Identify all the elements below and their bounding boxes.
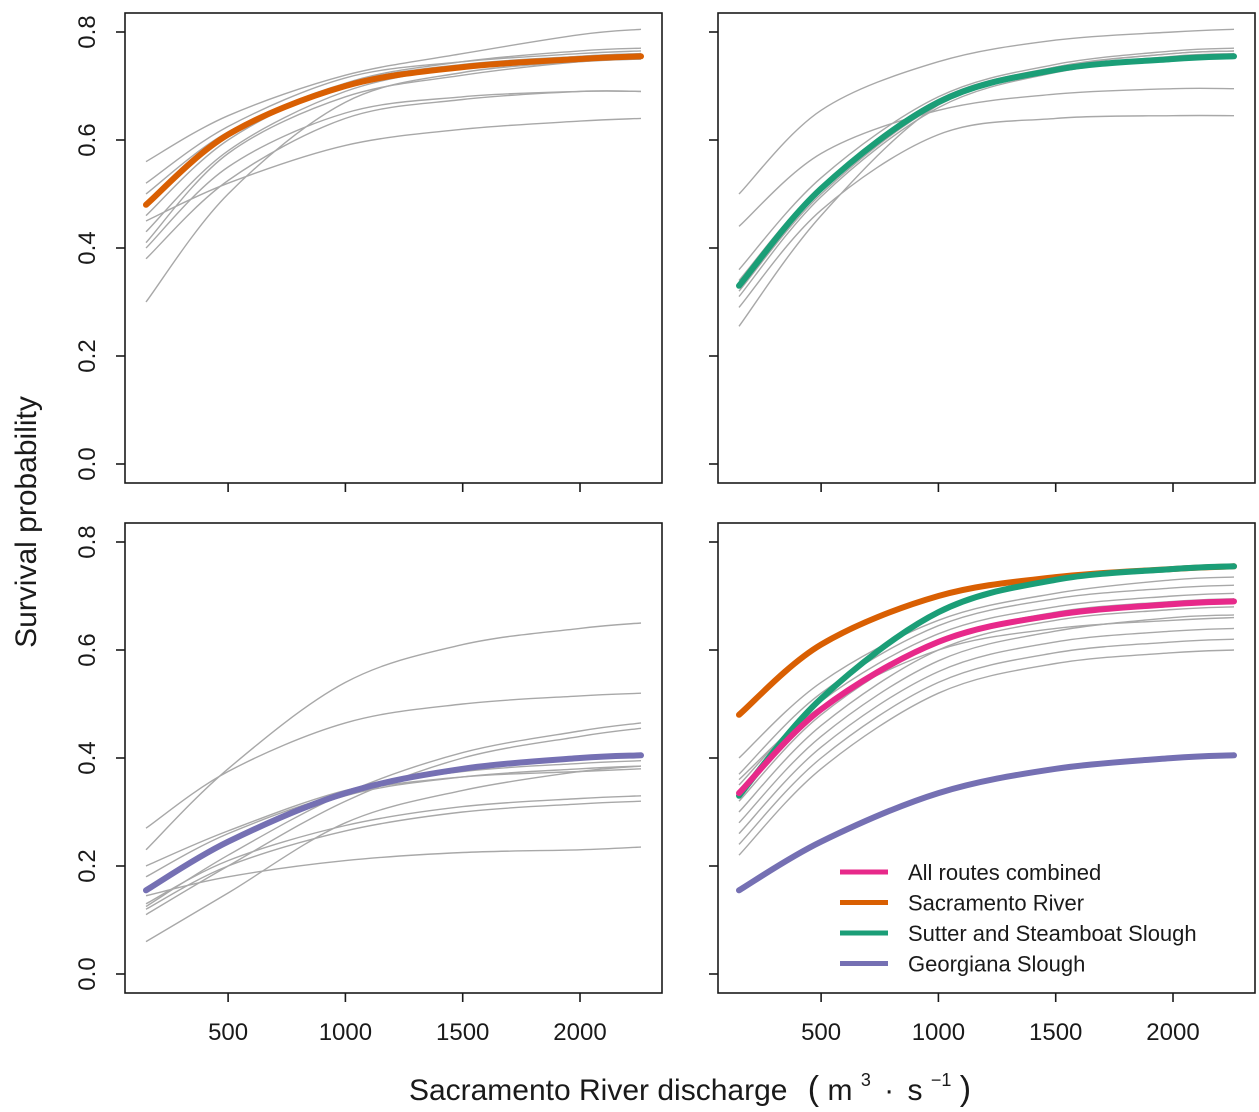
y-tick-label: 0.0 <box>74 447 101 480</box>
y-tick-label: 0.6 <box>74 123 101 156</box>
individual-curve <box>145 47 642 217</box>
x-tick-label: 500 <box>208 1019 248 1046</box>
individual-curve <box>738 638 1235 845</box>
y-tick-label: 0.6 <box>74 633 101 666</box>
individual-curve <box>738 614 1235 824</box>
panel-bottom-left: 0.0 0.2 0.4 0.6 0.8 500 1000 1500 2000 <box>74 522 663 1046</box>
y-tick-label: 0.8 <box>74 15 101 48</box>
panel-frame <box>124 12 663 484</box>
individual-curve <box>145 846 642 897</box>
x-axis-label: Sacramento River discharge ( m 3 · s −1 … <box>409 1060 971 1108</box>
panel-top-left: 0.0 0.2 0.4 0.6 0.8 <box>74 12 663 492</box>
series-line-georgiana-slough <box>143 752 644 894</box>
series-line-sacramento-river <box>143 53 644 208</box>
x-axis-label-paren-close: ) <box>960 1070 971 1108</box>
individual-curve <box>145 117 642 222</box>
x-tick-label: 500 <box>801 1019 841 1046</box>
y-tick-label: 0.4 <box>74 231 101 264</box>
x-tick-label: 1000 <box>319 1019 372 1046</box>
legend: All routes combined Sacramento River Sutte… <box>840 860 1197 977</box>
series-line-georgiana-slough <box>736 752 1237 894</box>
individual-curve <box>145 795 642 905</box>
individual-curve <box>145 800 642 910</box>
x-tick-label: 1000 <box>912 1019 965 1046</box>
legend-label: Sutter and Steamboat Slough <box>908 921 1197 946</box>
individual-curve <box>738 87 1235 227</box>
y-tick-label: 0.2 <box>74 849 101 882</box>
individual-curve <box>145 90 642 260</box>
series-line-sutter-and-steamboat-slough <box>736 53 1237 289</box>
individual-curve <box>145 58 642 244</box>
x-axis-label-unit-m: m <box>827 1074 852 1107</box>
x-axis-label-unit-exp2: −1 <box>931 1070 952 1090</box>
y-tick-label: 0.8 <box>74 525 101 558</box>
x-tick-label: 2000 <box>553 1019 606 1046</box>
x-tick-label: 2000 <box>1146 1019 1199 1046</box>
x-axis-label-paren-open: ( <box>808 1070 820 1108</box>
individual-curve <box>738 649 1235 856</box>
legend-label: Sacramento River <box>908 891 1084 916</box>
y-tick-label: 0.2 <box>74 339 101 372</box>
panel-top-right <box>709 12 1256 492</box>
legend-label: Georgiana Slough <box>908 952 1085 977</box>
individual-curve <box>145 90 642 249</box>
series-line-sutter-and-steamboat-slough <box>736 563 1237 799</box>
individual-curve <box>738 584 1235 775</box>
x-axis-label-main: Sacramento River discharge <box>409 1074 788 1107</box>
x-tick-label: 1500 <box>1029 1019 1082 1046</box>
y-axis-label: Survival probability <box>10 396 43 648</box>
panel-bottom-right: 500 1000 1500 2000 All routes combined Sacram… <box>709 522 1256 1046</box>
legend-label: All routes combined <box>908 860 1101 885</box>
individual-curve <box>145 722 642 908</box>
individual-curve <box>145 58 642 303</box>
y-tick-label: 0.4 <box>74 741 101 774</box>
individual-curve <box>738 576 1235 759</box>
individual-curve <box>738 114 1235 308</box>
panels: 0.0 0.2 0.4 0.6 0.8 0.0 0.2 0.4 0.6 0.8 500 1000 150… <box>74 12 1256 1046</box>
x-axis-label-unit-exp1: 3 <box>861 1070 871 1090</box>
individual-curve <box>738 50 1235 327</box>
individual-curve <box>145 50 642 184</box>
series-line-all-routes-combined <box>736 598 1237 797</box>
individual-curve <box>145 765 642 943</box>
x-tick-label: 1500 <box>436 1019 489 1046</box>
individual-curve <box>738 47 1235 271</box>
x-axis-label-unit-dot: · <box>884 1074 894 1107</box>
individual-curve <box>145 692 642 829</box>
individual-curve <box>738 606 1235 813</box>
individual-curve <box>738 55 1235 298</box>
individual-curve <box>738 28 1235 195</box>
individual-curve <box>738 627 1235 835</box>
individual-curve <box>145 28 642 163</box>
y-tick-label: 0.0 <box>74 957 101 990</box>
x-axis-label-unit-s: s <box>908 1074 923 1107</box>
